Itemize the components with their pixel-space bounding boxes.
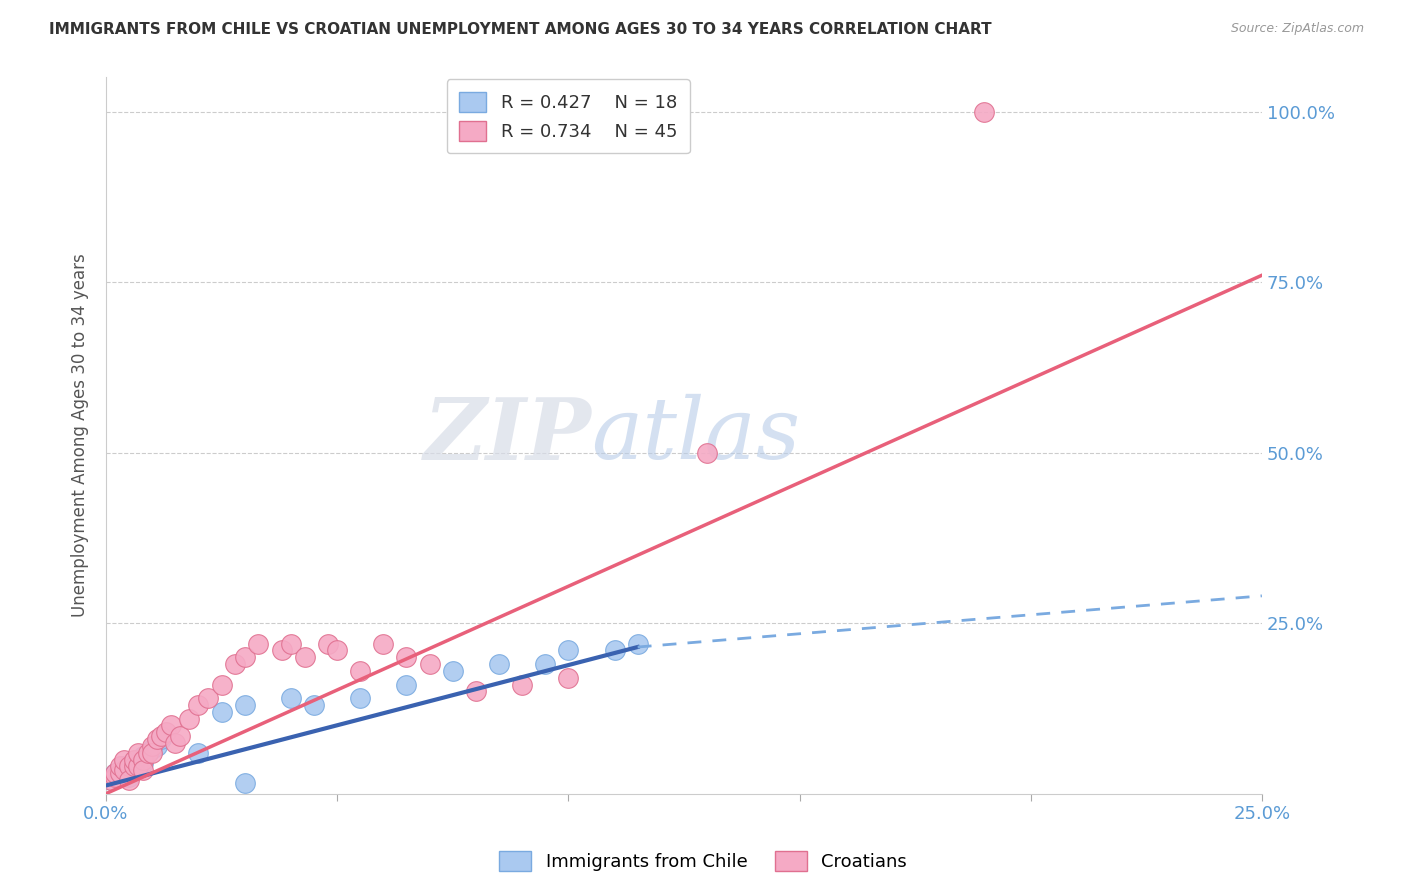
Point xyxy=(373,637,395,651)
Point xyxy=(627,637,650,651)
Point xyxy=(441,664,464,678)
Point xyxy=(187,698,209,712)
Point xyxy=(136,746,159,760)
Point xyxy=(224,657,246,671)
Point xyxy=(159,718,181,732)
Text: Source: ZipAtlas.com: Source: ZipAtlas.com xyxy=(1230,22,1364,36)
Point xyxy=(132,763,155,777)
Point xyxy=(187,746,209,760)
Point xyxy=(510,677,533,691)
Point xyxy=(127,759,149,773)
Point xyxy=(108,759,131,773)
Point xyxy=(349,691,371,706)
Point xyxy=(169,729,191,743)
Point xyxy=(132,756,155,770)
Point xyxy=(122,759,145,773)
Point xyxy=(349,664,371,678)
Point xyxy=(603,643,626,657)
Point xyxy=(136,746,159,760)
Point xyxy=(108,766,131,780)
Point xyxy=(112,759,135,773)
Point xyxy=(146,739,169,753)
Point xyxy=(132,753,155,767)
Text: IMMIGRANTS FROM CHILE VS CROATIAN UNEMPLOYMENT AMONG AGES 30 TO 34 YEARS CORRELA: IMMIGRANTS FROM CHILE VS CROATIAN UNEMPL… xyxy=(49,22,991,37)
Point xyxy=(122,759,145,773)
Point xyxy=(233,776,256,790)
Text: ZIP: ZIP xyxy=(423,393,592,477)
Point xyxy=(104,770,127,784)
Point xyxy=(464,684,486,698)
Point xyxy=(141,746,163,760)
Point xyxy=(112,753,135,767)
Point xyxy=(104,770,127,784)
Point xyxy=(100,772,122,787)
Point xyxy=(211,705,233,719)
Point xyxy=(395,677,418,691)
Point xyxy=(122,763,145,777)
Point xyxy=(108,763,131,777)
Legend: Immigrants from Chile, Croatians: Immigrants from Chile, Croatians xyxy=(492,844,914,879)
Point xyxy=(118,759,141,773)
Y-axis label: Unemployment Among Ages 30 to 34 years: Unemployment Among Ages 30 to 34 years xyxy=(72,253,89,617)
Point xyxy=(197,691,219,706)
Point xyxy=(127,746,149,760)
Point xyxy=(316,637,339,651)
Point xyxy=(100,772,122,787)
Point xyxy=(118,772,141,787)
Point xyxy=(141,739,163,753)
Point xyxy=(419,657,441,671)
Point xyxy=(395,650,418,665)
Legend: R = 0.427    N = 18, R = 0.734    N = 45: R = 0.427 N = 18, R = 0.734 N = 45 xyxy=(447,79,690,153)
Point xyxy=(155,725,177,739)
Point xyxy=(488,657,510,671)
Point xyxy=(294,650,316,665)
Point xyxy=(132,749,155,764)
Point xyxy=(557,671,579,685)
Point xyxy=(150,729,173,743)
Point xyxy=(557,643,579,657)
Text: atlas: atlas xyxy=(592,394,800,477)
Point xyxy=(150,732,173,747)
Point xyxy=(302,698,325,712)
Point xyxy=(973,104,995,119)
Point xyxy=(108,766,131,780)
Point xyxy=(104,766,127,780)
Point xyxy=(696,445,718,459)
Point xyxy=(280,691,302,706)
Point xyxy=(326,643,349,657)
Point xyxy=(280,637,302,651)
Point xyxy=(233,698,256,712)
Point xyxy=(247,637,270,651)
Point xyxy=(141,742,163,756)
Point xyxy=(270,643,292,657)
Point xyxy=(118,770,141,784)
Point xyxy=(122,753,145,767)
Point xyxy=(211,677,233,691)
Point xyxy=(118,759,141,773)
Point xyxy=(127,759,149,773)
Point xyxy=(165,735,187,749)
Point xyxy=(233,650,256,665)
Point xyxy=(534,657,557,671)
Point xyxy=(112,763,135,777)
Point xyxy=(127,753,149,767)
Point xyxy=(179,712,201,726)
Point xyxy=(104,766,127,780)
Point xyxy=(146,732,169,747)
